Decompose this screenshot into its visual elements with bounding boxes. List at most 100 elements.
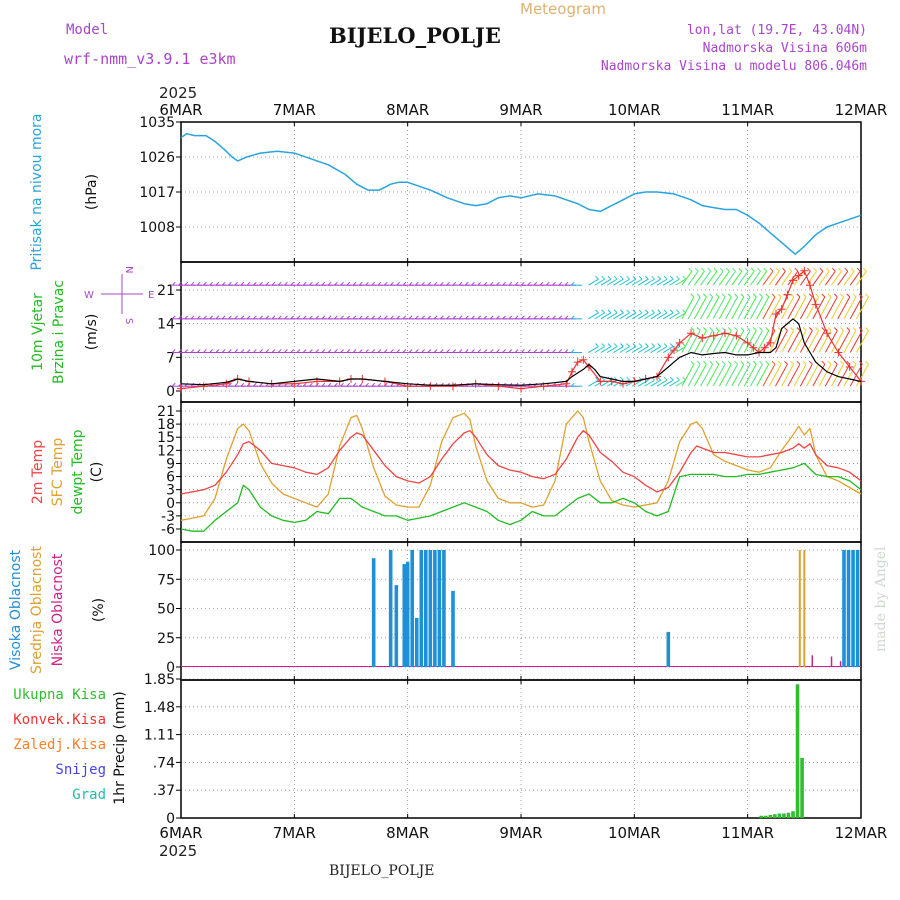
wind-barb: [799, 296, 813, 320]
wind-gust-marker: [675, 338, 684, 347]
wind-barb: [831, 330, 844, 353]
wind-barb-tick: [340, 281, 344, 286]
wind-barb-tick: [802, 293, 807, 298]
wind-barb-tick: [775, 267, 780, 272]
wind-barb: [681, 363, 695, 387]
wind-barb-tick: [784, 360, 788, 365]
wind-barb-tick: [377, 382, 382, 387]
credit-text: made by Angel: [873, 546, 889, 652]
wind-barb-tick: [277, 281, 282, 286]
wind-barb-tick: [489, 281, 494, 286]
wind-barb: [650, 379, 662, 387]
wind-barb-tick: [545, 315, 550, 320]
compass-north-label: N: [123, 266, 134, 273]
wind-barb-tick: [446, 281, 450, 286]
wind-barb: [812, 270, 824, 286]
wind-barb: [700, 330, 714, 353]
temp-ytick-label: 0: [166, 496, 175, 512]
wind-gust-marker: [777, 305, 786, 314]
wind-barb: [712, 296, 726, 320]
wind-barb-tick: [246, 281, 251, 286]
wind-barb-tick: [740, 327, 745, 331]
wind-barb-tick: [321, 349, 326, 353]
wind-barb: [756, 363, 770, 387]
wind-gust-marker: [568, 367, 576, 376]
wind-barb-tick: [539, 315, 544, 320]
wind-barb-tick: [221, 315, 226, 320]
wind-barb: [700, 296, 714, 320]
wind-barb-tick: [327, 382, 332, 387]
wind-barb-tick: [763, 267, 768, 272]
wind-barb-tick: [833, 360, 838, 365]
wind-barb-tick: [309, 349, 313, 353]
wind-barb-tick: [477, 349, 482, 353]
time-label-bottom: 6MAR: [159, 824, 202, 842]
wind-barb-tick: [746, 360, 751, 365]
wind-barb-tick: [302, 382, 307, 387]
wind-barb-tick: [626, 343, 630, 347]
wind-barb-tick: [514, 281, 519, 286]
wind-barb-tick: [844, 267, 849, 272]
wind-gust-marker: [687, 329, 695, 338]
wind-barb-tick: [676, 376, 680, 381]
wind-barb-tick: [827, 327, 832, 331]
wind-barb: [731, 330, 745, 353]
wind-barb-tick: [570, 382, 575, 387]
pressure-line: [180, 132, 862, 255]
wind-barb-tick: [178, 315, 182, 320]
wind-barb-tick: [352, 315, 357, 320]
wind-barb: [650, 312, 662, 320]
wind-barb-tick: [865, 293, 869, 298]
wind-barb-tick: [234, 315, 238, 320]
wind-barb: [650, 278, 662, 286]
wind-barb-tick: [790, 360, 795, 365]
wind-barb: [644, 278, 655, 286]
wind-barb-tick: [265, 281, 270, 286]
wind-barb: [700, 270, 712, 286]
wind-barb-tick: [752, 327, 757, 331]
wind-barb: [787, 330, 801, 353]
wind-barb: [743, 363, 757, 387]
wind-series-group: [171, 266, 869, 393]
wind-barb: [662, 346, 674, 353]
high-cloud-bar: [842, 550, 846, 667]
precip-ylabel: 1hr Precip (mm): [112, 691, 128, 804]
wind-barb: [837, 270, 849, 286]
wind-barb-tick: [427, 281, 432, 286]
wind-barb-tick: [246, 349, 251, 353]
wind-barb: [669, 312, 680, 320]
wind-barb-tick: [809, 327, 813, 331]
time-label-bottom: 11MAR: [721, 824, 774, 842]
compass-west-label: W: [84, 290, 94, 301]
wind-barb-tick: [703, 293, 707, 298]
wind-barb-tick: [796, 293, 801, 298]
wind-barb-tick: [626, 309, 630, 314]
time-label-bottom: 9MAR: [499, 824, 542, 842]
high-cloud-bar: [388, 550, 393, 667]
wind-barb-tick: [271, 315, 276, 320]
precip-bar: [782, 813, 786, 818]
wind-barb-tick: [358, 349, 363, 353]
high-cloud-bar: [666, 631, 671, 667]
wind-barb-tick: [365, 382, 369, 387]
wind-barb-tick: [209, 281, 214, 286]
wind-barb: [762, 363, 776, 387]
wind-barb-tick: [358, 315, 363, 320]
wind-barb-tick: [464, 281, 469, 286]
high-cloud-bar: [851, 550, 855, 667]
wind-barb: [750, 363, 763, 387]
wind-barb-tick: [632, 343, 637, 347]
precip-bar: [777, 813, 782, 818]
wind-barb-tick: [458, 315, 463, 320]
wind-barb-tick: [865, 327, 869, 331]
wind-barb-tick: [340, 349, 344, 353]
bottom-time-labels: 6MAR 7MAR 8MAR 9MAR 10MAR 11MAR 12MAR: [159, 824, 887, 842]
wind-barb-tick: [807, 267, 811, 272]
precip-bar: [795, 684, 800, 818]
app-title: Meteogram: [520, 0, 606, 18]
wind-barb: [831, 270, 842, 286]
wind-barb: [613, 312, 624, 320]
wind-gust-marker: [760, 343, 769, 352]
wind-barb-tick: [203, 315, 207, 320]
